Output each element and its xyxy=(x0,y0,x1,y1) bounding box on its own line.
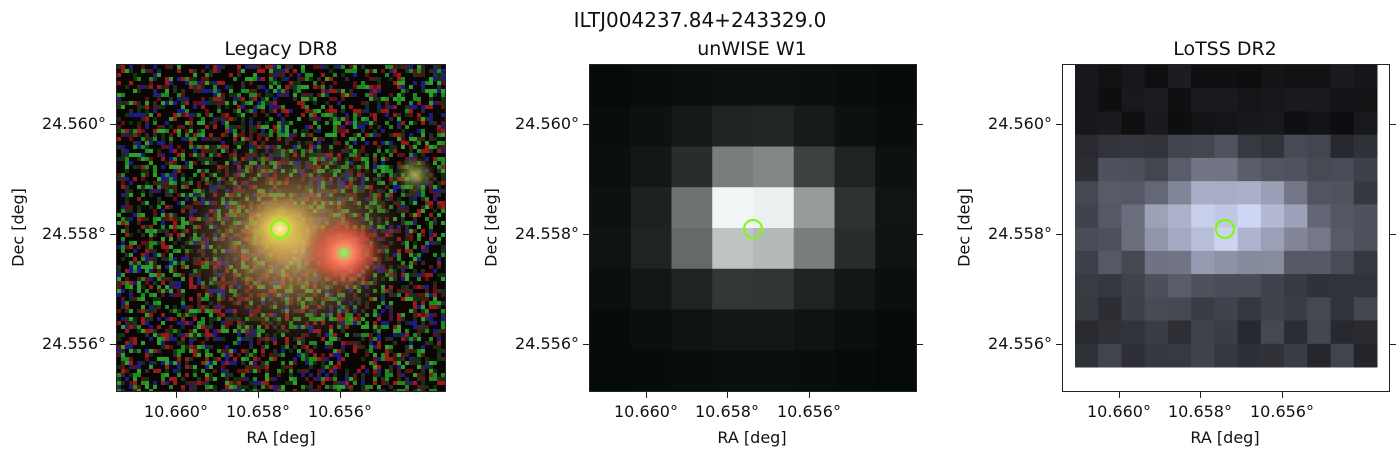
xtick-label: 10.660° xyxy=(144,402,208,421)
x-axis-label: RA [deg] xyxy=(246,428,316,447)
panel-title-unwise: unWISE W1 xyxy=(697,38,807,60)
lotss-image-canvas xyxy=(1063,65,1389,391)
ytick-label: 24.560° xyxy=(42,114,106,133)
ytick-label: 24.560° xyxy=(515,114,579,133)
legacy-image xyxy=(116,64,446,392)
xtick-label: 10.660° xyxy=(614,402,678,421)
ytick-label: 24.558° xyxy=(515,224,579,243)
source-marker xyxy=(743,219,763,239)
lotss-image xyxy=(1062,64,1390,392)
y-axis-label: Dec [deg] xyxy=(8,188,28,267)
xtick-label: 10.656° xyxy=(777,402,841,421)
xtick-label: 10.660° xyxy=(1087,402,1151,421)
ytick-label: 24.556° xyxy=(515,334,579,353)
ytick-label: 24.558° xyxy=(42,224,106,243)
unwise-image-canvas xyxy=(590,65,916,391)
x-axis-label: RA [deg] xyxy=(1190,428,1260,447)
xtick-label: 10.658° xyxy=(1168,402,1232,421)
ytick-label: 24.556° xyxy=(988,334,1052,353)
y-axis-label: Dec [deg] xyxy=(481,188,501,267)
xtick-label: 10.656° xyxy=(308,402,372,421)
xtick-label: 10.658° xyxy=(226,402,290,421)
panel-title-legacy: Legacy DR8 xyxy=(224,38,338,60)
ytick-label: 24.560° xyxy=(988,114,1052,133)
unwise-image xyxy=(589,64,917,392)
source-marker xyxy=(270,219,290,239)
xtick-label: 10.658° xyxy=(695,402,759,421)
panel-title-lotss: LoTSS DR2 xyxy=(1173,38,1277,60)
x-axis-label: RA [deg] xyxy=(717,428,787,447)
xtick-label: 10.656° xyxy=(1250,402,1314,421)
figure-title: ILTJ004237.84+243329.0 xyxy=(573,8,827,32)
legacy-image-canvas xyxy=(117,65,445,391)
y-axis-label: Dec [deg] xyxy=(954,188,974,267)
ytick-label: 24.556° xyxy=(42,334,106,353)
source-marker xyxy=(1215,219,1235,239)
ytick-label: 24.558° xyxy=(988,224,1052,243)
